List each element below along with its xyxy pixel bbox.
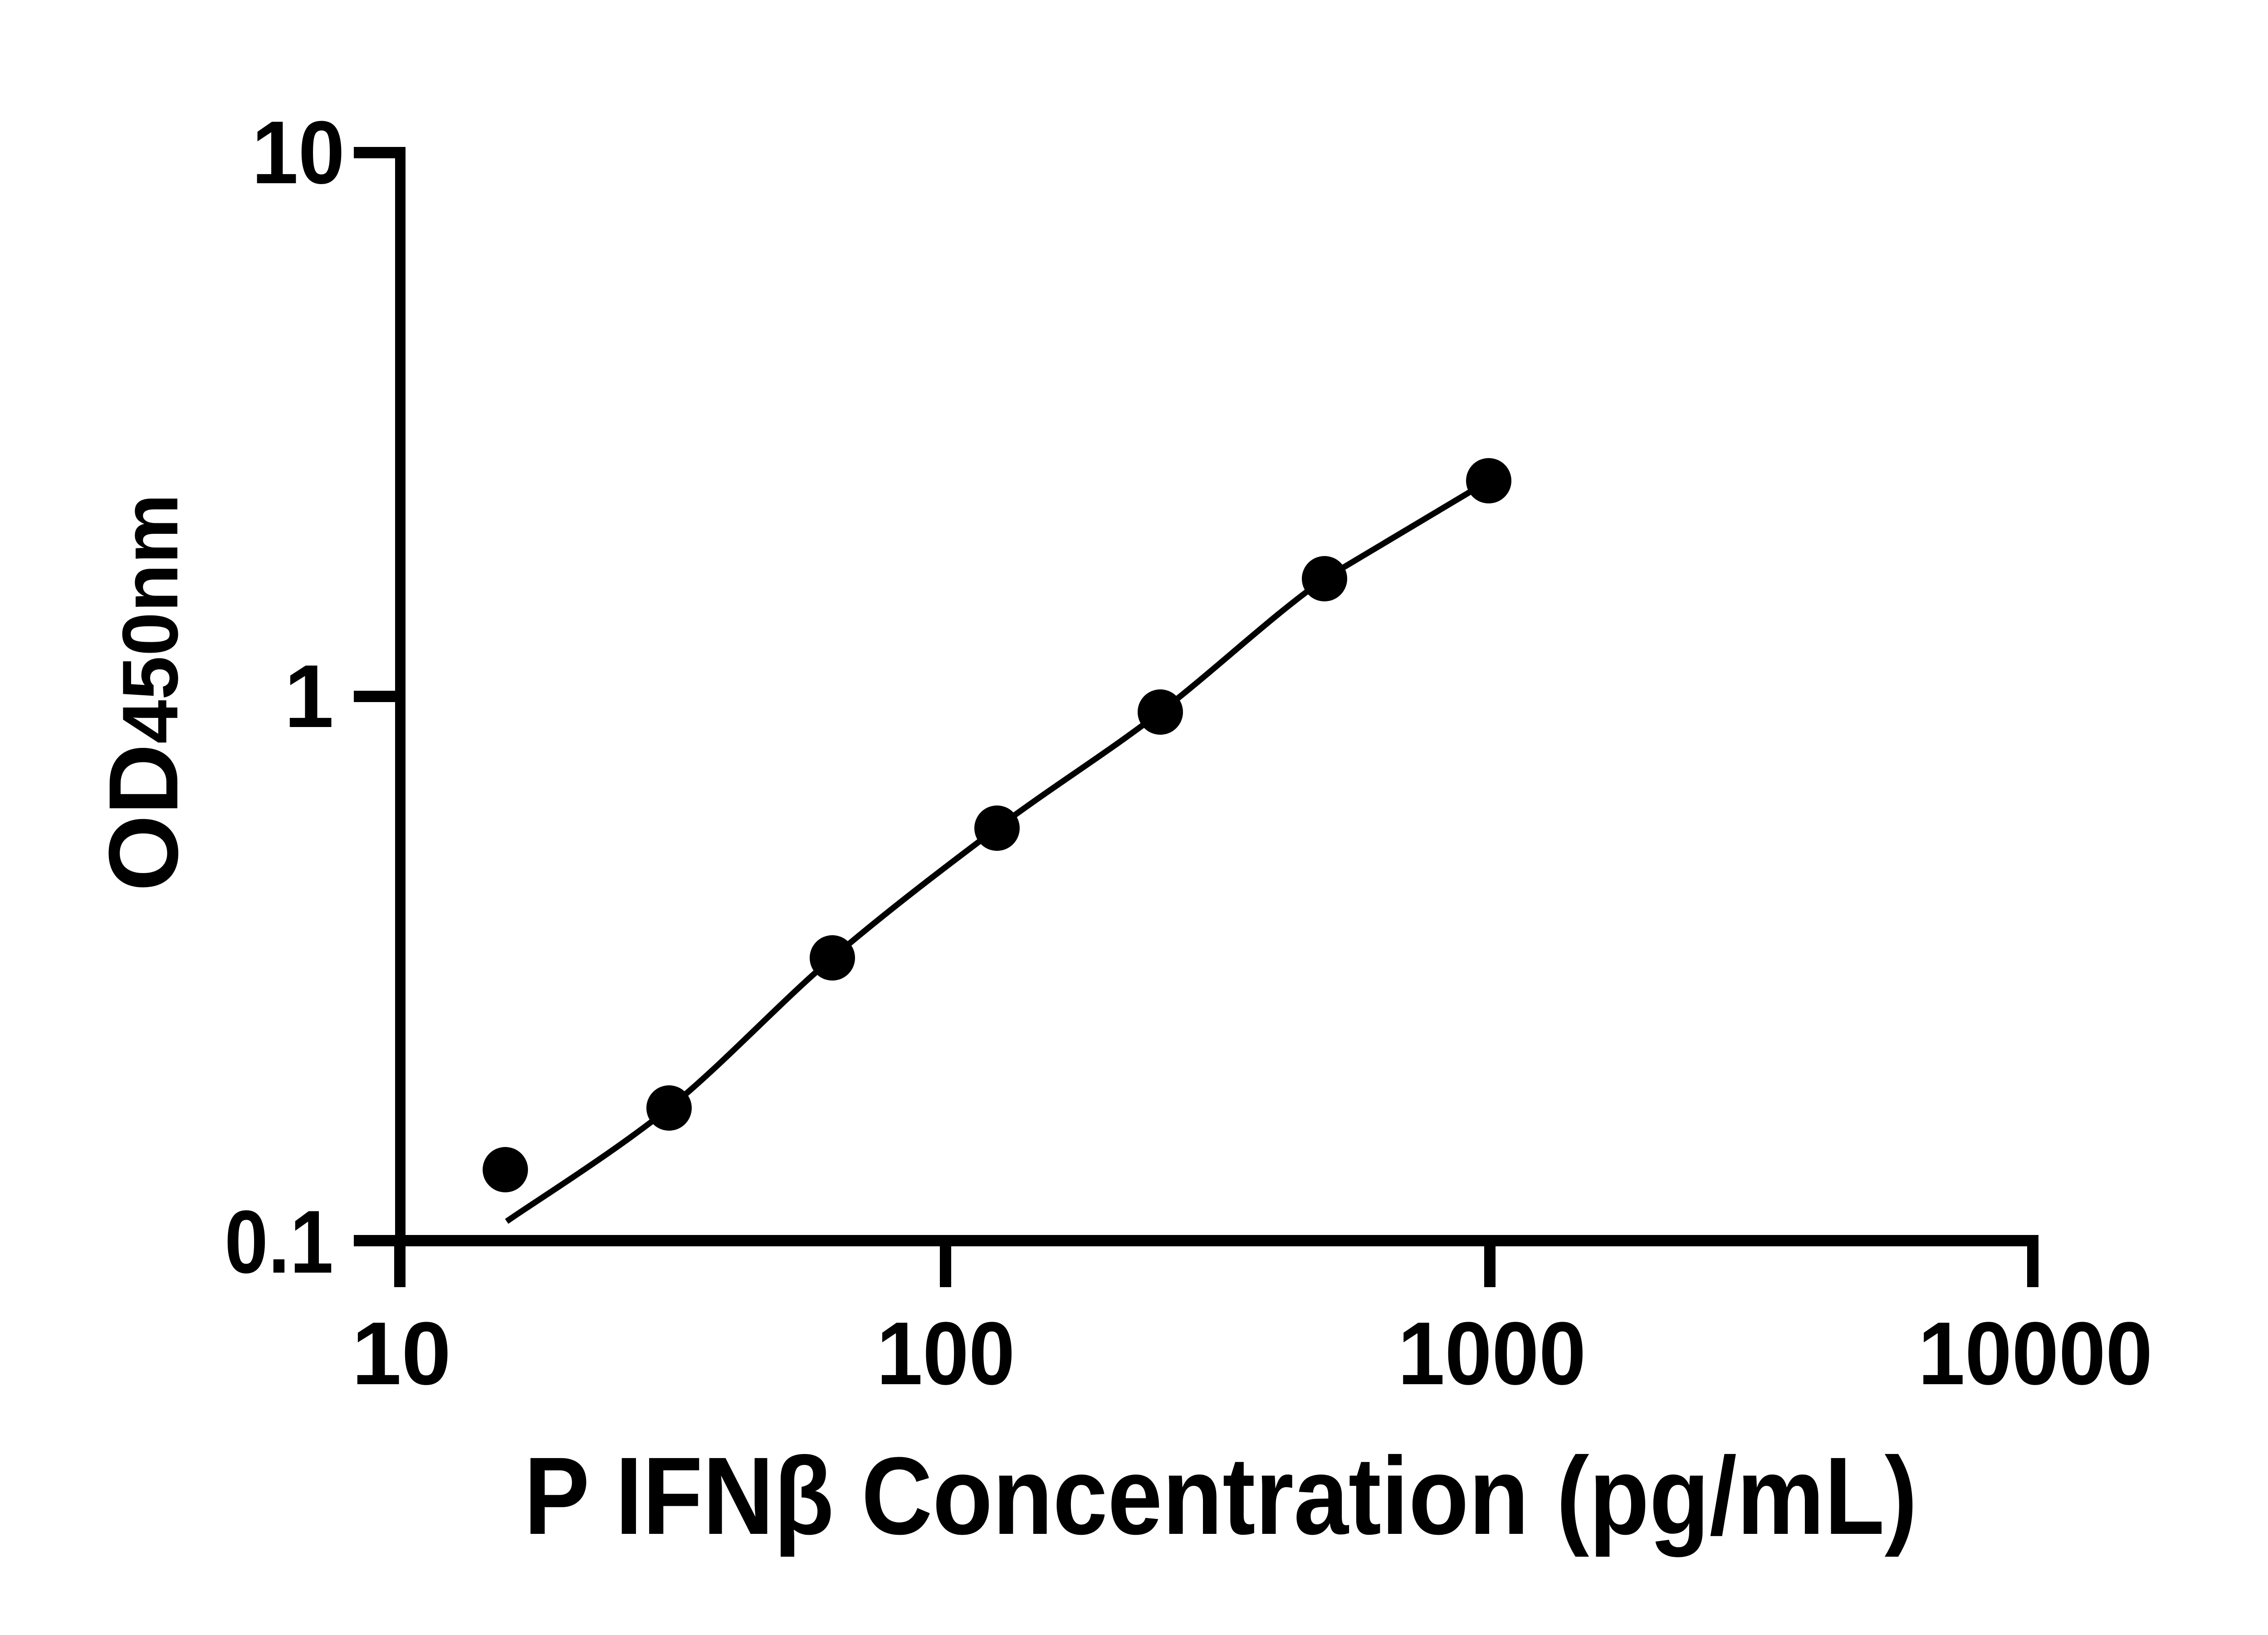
- svg-text:P IFNβ Concentration (pg/mL): P IFNβ Concentration (pg/mL): [524, 1435, 1917, 1557]
- svg-text:10: 10: [252, 102, 345, 202]
- svg-text:100: 100: [877, 1303, 1015, 1403]
- svg-text:1000: 1000: [1398, 1303, 1586, 1403]
- svg-text:1: 1: [284, 646, 334, 746]
- svg-text:OD450nm: OD450nm: [88, 494, 198, 892]
- svg-text:10: 10: [352, 1303, 451, 1403]
- svg-text:10000: 10000: [1918, 1303, 2153, 1403]
- svg-text:0.1: 0.1: [225, 1192, 333, 1292]
